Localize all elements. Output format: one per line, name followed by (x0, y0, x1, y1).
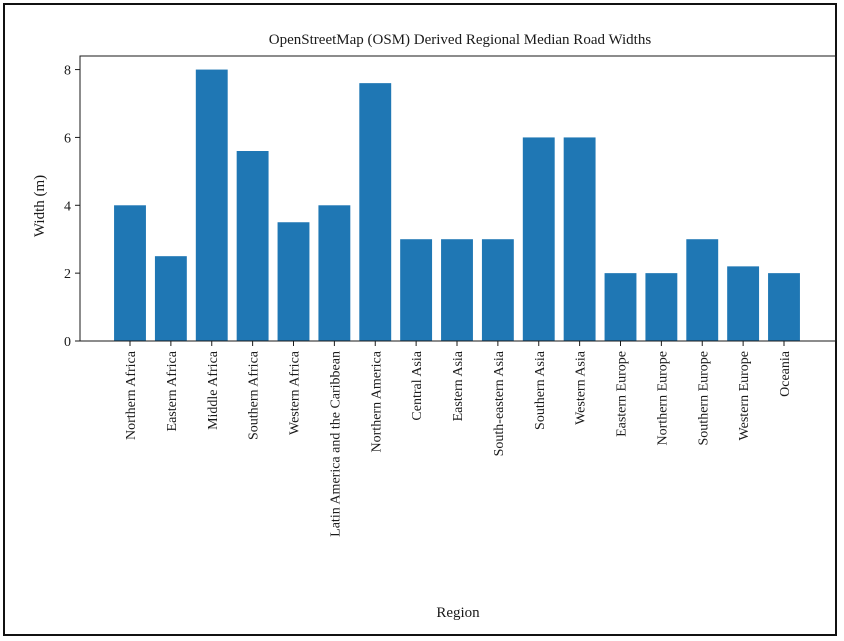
bar (318, 205, 351, 341)
x-tick-label: South-eastern Asia (492, 350, 507, 456)
x-tick-label: Middle Africa (206, 350, 221, 430)
x-tick-label: Latin America and the Caribbean (328, 351, 343, 537)
bar (400, 239, 433, 341)
bars-group (114, 69, 800, 341)
x-axis-label: Region (436, 605, 480, 621)
x-tick-label: Western Africa (288, 350, 303, 435)
plot-area-border (79, 55, 837, 342)
bar (154, 256, 187, 341)
y-tick-label: 0 (64, 335, 71, 350)
bar (114, 205, 146, 341)
bar (563, 137, 596, 341)
x-tick-label: Central Asia (410, 350, 425, 420)
x-tick-label: Southern Europe (696, 351, 711, 445)
bar (441, 239, 473, 341)
y-axis-label: Width (m) (32, 175, 48, 237)
y-tick-label: 6 (64, 131, 71, 146)
bar (727, 266, 760, 341)
x-tick-label: Western Europe (737, 351, 752, 440)
bar (481, 239, 514, 341)
x-tick-label: Northern Africa (124, 350, 139, 440)
x-tick-label: Eastern Europe (615, 351, 630, 437)
y-tick-label: 4 (64, 199, 71, 214)
bar (604, 273, 637, 341)
x-tick-label: Northern America (369, 350, 384, 452)
x-tick-label: Southern Asia (533, 350, 548, 430)
x-tick-label: Eastern Asia (451, 350, 466, 421)
chart-title: OpenStreetMap (OSM) Derived Regional Med… (269, 32, 652, 48)
bar (768, 273, 800, 341)
x-tick-label: Eastern Africa (165, 350, 180, 431)
bar (645, 273, 678, 341)
x-tick-label: Southern Africa (247, 350, 262, 440)
y-tick-label: 2 (64, 267, 71, 282)
bar (522, 137, 555, 341)
x-tick-label: Western Asia (574, 350, 589, 425)
x-tick-label: Northern Europe (655, 351, 670, 445)
bar (686, 239, 719, 341)
bar (277, 222, 310, 341)
bar (195, 69, 228, 341)
bar (359, 83, 392, 341)
x-tick-label: Oceania (778, 350, 793, 397)
y-tick-label: 8 (64, 64, 71, 79)
y-ticks-group: 0 2 4 6 8 (64, 64, 80, 350)
x-ticks-group: Northern Africa Eastern Africa Middle Afri… (124, 341, 793, 537)
bar (236, 151, 269, 341)
